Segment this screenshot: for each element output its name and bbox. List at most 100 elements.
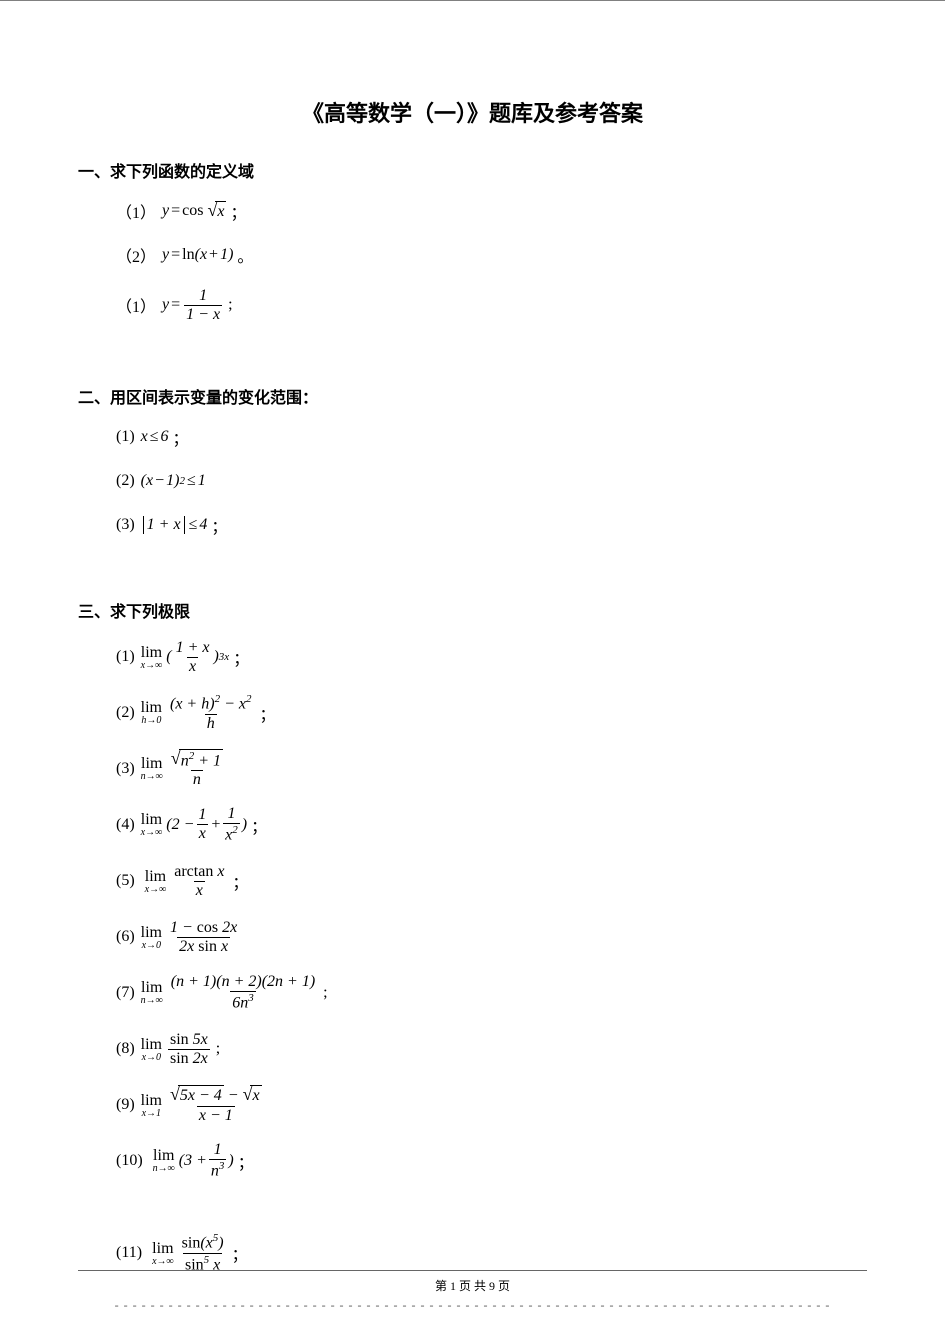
footer-dashes: - - - - - - - - - - - - - - - - - - - - … bbox=[0, 1298, 945, 1313]
s3-i3-limsub: n→∞ bbox=[141, 771, 163, 782]
s3-i8-fd: sin 2x bbox=[168, 1049, 210, 1068]
s3-i7-expr: limn→∞ (n + 1)(n + 2)(2n + 1) 6n3 bbox=[141, 973, 320, 1012]
s3-item-10: (10) limn→∞ (3 + 1 n3 ) ； bbox=[116, 1140, 867, 1182]
s3-i7-tail: ; bbox=[323, 984, 327, 1002]
s3-i3-num: (3) bbox=[116, 760, 135, 778]
s3-i11-num: (11) bbox=[116, 1244, 142, 1262]
s3-i10-fn: 1 bbox=[212, 1141, 224, 1159]
s3-item-7: (7) limn→∞ (n + 1)(n + 2)(2n + 1) 6n3 ; bbox=[116, 972, 867, 1014]
s3-i3-expr: limn→∞ √n2 + 1 n bbox=[141, 749, 227, 790]
s3-i1-tail: ； bbox=[233, 645, 249, 669]
s3-i4-tail: ； bbox=[251, 813, 267, 837]
s3-i1-fd: x bbox=[187, 657, 198, 676]
s3-i10-expr: limn→∞ (3 + 1 n3 ) bbox=[153, 1141, 234, 1180]
s3-i8-fn: sin 5x bbox=[168, 1031, 210, 1049]
s3-i6-fd: 2x sin x bbox=[177, 937, 230, 956]
s3-i10-num: (10) bbox=[116, 1152, 143, 1170]
s3-i10-tail: ； bbox=[238, 1149, 254, 1173]
s1-i3-expr: y = 1 1 − x bbox=[162, 287, 224, 324]
s1-i1-num: （1） bbox=[116, 199, 156, 223]
s3-i5-num: (5) bbox=[116, 872, 135, 890]
s3-i11-fn: sin(x5) bbox=[180, 1232, 226, 1252]
s3-i5-limsub: x→∞ bbox=[145, 884, 167, 895]
s2-i3-tail: ； bbox=[211, 513, 227, 537]
s3-i1-num: (1) bbox=[116, 648, 135, 666]
s3-i5-fn: arctan x bbox=[172, 863, 226, 881]
s1-i2-expr: y = ln(x + 1) bbox=[162, 246, 233, 264]
s3-i1-sup: 3x bbox=[219, 651, 229, 663]
s3-i10-fd: n3 bbox=[209, 1159, 227, 1180]
s3-item-6: (6) limx→0 1 − cos 2x 2x sin x bbox=[116, 916, 867, 958]
s3-i1-fn: 1 + x bbox=[174, 639, 212, 657]
section-2-header: 二、用区间表示变量的变化范围： bbox=[78, 384, 867, 408]
s3-i7-num: (7) bbox=[116, 984, 135, 1002]
s3-i8-num: (8) bbox=[116, 1040, 135, 1058]
s3-item-9: (9) limx→1 √5x − 4 − √x x − 1 bbox=[116, 1084, 867, 1126]
s3-i2-fn: (x + h)2 − x2 bbox=[168, 693, 253, 713]
s1-i1-expr: y = cos √x bbox=[162, 201, 226, 221]
footer-rule bbox=[78, 1270, 867, 1271]
s3-i7-limsub: n→∞ bbox=[141, 995, 163, 1006]
page-number: 第 1 页 共 9 页 bbox=[0, 1277, 945, 1294]
s3-i10-limsub: n→∞ bbox=[153, 1163, 175, 1174]
s2-i2-expr: (x − 1)2 ≤ 1 bbox=[141, 472, 206, 490]
s3-i8-expr: limx→0 sin 5x sin 2x bbox=[141, 1031, 212, 1068]
s2-item-3: (3) 1 + x ≤ 4 ； bbox=[116, 510, 867, 540]
s3-item-11: (11) limx→∞ sin(x5) sin5 x ； bbox=[116, 1232, 867, 1274]
s2-item-2: (2) (x − 1)2 ≤ 1 bbox=[116, 466, 867, 496]
s3-item-2: (2) limh→0 (x + h)2 − x2 h ； bbox=[116, 692, 867, 734]
s1-i2-tail: 。 bbox=[237, 243, 253, 267]
s3-i4-num: (4) bbox=[116, 816, 135, 834]
s3-i6-expr: limx→0 1 − cos 2x 2x sin x bbox=[141, 919, 242, 956]
s3-i5-expr: limx→∞ arctan x x bbox=[145, 863, 229, 900]
s3-i3-fd: n bbox=[191, 770, 203, 789]
s3-i9-limsub: x→1 bbox=[142, 1108, 161, 1119]
s3-item-5: (5) limx→∞ arctan x x ； bbox=[116, 860, 867, 902]
s3-i4-expr: limx→∞ (2 − 1 x + 1 x2 ) bbox=[141, 805, 247, 844]
document-title: 《高等数学（一）》题库及参考答案 bbox=[78, 96, 867, 128]
s3-i9-expr: limx→1 √5x − 4 − √x x − 1 bbox=[141, 1085, 266, 1124]
section-1-header: 一、求下列函数的定义域 bbox=[78, 158, 867, 182]
s1-i3-frac-num: 1 bbox=[197, 287, 209, 305]
section-3-header: 三、求下列极限 bbox=[78, 598, 867, 622]
s1-i2-num: （2） bbox=[116, 243, 156, 267]
s2-i2-num: (2) bbox=[116, 472, 135, 490]
page-content: 《高等数学（一）》题库及参考答案 一、求下列函数的定义域 （1） y = cos… bbox=[0, 0, 945, 1328]
s3-i2-fd: h bbox=[205, 714, 217, 733]
s3-i4-limsub: x→∞ bbox=[141, 827, 163, 838]
s3-i11-expr: limx→∞ sin(x5) sin5 x bbox=[152, 1232, 228, 1274]
s3-i6-num: (6) bbox=[116, 928, 135, 946]
s1-item-2: （2） y = ln(x + 1) 。 bbox=[116, 240, 867, 270]
s3-i4-f1n: 1 bbox=[196, 806, 208, 824]
s2-i3-expr: 1 + x ≤ 4 bbox=[141, 516, 208, 534]
s2-i1-num: (1) bbox=[116, 428, 135, 446]
s2-i1-tail: ； bbox=[173, 425, 189, 449]
s3-item-3: (3) limn→∞ √n2 + 1 n bbox=[116, 748, 867, 790]
s3-i2-tail: ； bbox=[259, 701, 275, 725]
s3-i5-fd: x bbox=[194, 881, 205, 900]
s3-i3-fn: √n2 + 1 bbox=[169, 749, 225, 771]
s1-item-3: （1） y = 1 1 − x ; bbox=[116, 284, 867, 326]
page-footer: 第 1 页 共 9 页 - - - - - - - - - - - - - - … bbox=[0, 1270, 945, 1313]
s3-i9-fd: x − 1 bbox=[197, 1106, 235, 1125]
s3-i11-limsub: x→∞ bbox=[152, 1256, 174, 1267]
s3-i4-f2d: x2 bbox=[223, 823, 240, 844]
s2-i1-expr: x ≤ 6 bbox=[141, 428, 169, 446]
s3-i4-f2n: 1 bbox=[225, 805, 237, 823]
footer-prefix: 第 bbox=[435, 1279, 450, 1293]
footer-mid: 页 共 bbox=[456, 1279, 489, 1293]
s3-item-1: (1) limx→∞ ( 1 + x x )3x ； bbox=[116, 636, 867, 678]
s3-i2-expr: limh→0 (x + h)2 − x2 h bbox=[141, 693, 256, 732]
s1-i3-frac-den: 1 − x bbox=[184, 305, 222, 324]
s3-item-8: (8) limx→0 sin 5x sin 2x ; bbox=[116, 1028, 867, 1070]
s3-item-4: (4) limx→∞ (2 − 1 x + 1 x2 ) ； bbox=[116, 804, 867, 846]
s1-item-1: （1） y = cos √x ； bbox=[116, 196, 867, 226]
s3-i6-fn: 1 − cos 2x bbox=[168, 919, 239, 937]
footer-suffix: 页 bbox=[495, 1279, 510, 1293]
s3-i9-num: (9) bbox=[116, 1096, 135, 1114]
s3-i8-tail: ; bbox=[216, 1040, 220, 1058]
s3-i7-fn: (n + 1)(n + 2)(2n + 1) bbox=[169, 973, 317, 991]
s3-i4-f1d: x bbox=[197, 824, 208, 843]
s3-i8-limsub: x→0 bbox=[142, 1052, 161, 1063]
s1-i1-tail: ； bbox=[230, 199, 246, 223]
